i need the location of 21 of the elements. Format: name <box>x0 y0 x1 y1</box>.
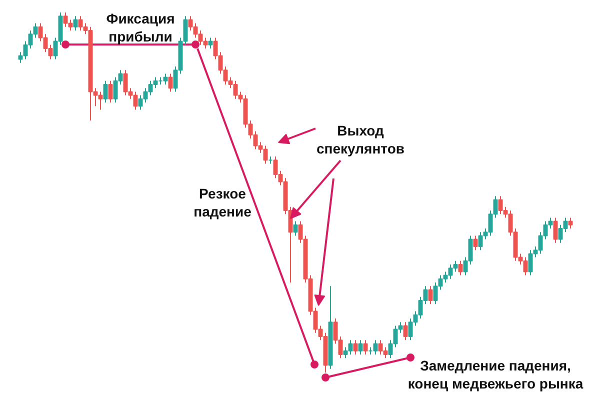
candlestick <box>73 16 78 31</box>
candlestick <box>358 340 363 355</box>
annotation: Выход спекулянтов <box>316 122 405 156</box>
candlestick <box>568 217 573 229</box>
candlestick <box>353 340 358 355</box>
candlestick <box>403 322 408 341</box>
candlestick <box>293 220 298 236</box>
candlestick <box>428 286 433 305</box>
candlestick <box>108 80 113 103</box>
annotation: Резкое падение <box>194 186 252 220</box>
candlestick <box>373 340 378 355</box>
candlestick <box>473 235 478 251</box>
candlestick <box>163 73 168 85</box>
candlestick <box>208 37 213 49</box>
annotation: Фиксация прибыли <box>106 10 175 44</box>
candlestick <box>103 80 108 103</box>
candlestick <box>168 73 173 92</box>
candlestick <box>553 217 558 244</box>
candlestick <box>363 340 368 355</box>
candlestick <box>458 260 463 276</box>
annotation: Замедление падения, конец медвежьего рынка <box>408 358 584 392</box>
